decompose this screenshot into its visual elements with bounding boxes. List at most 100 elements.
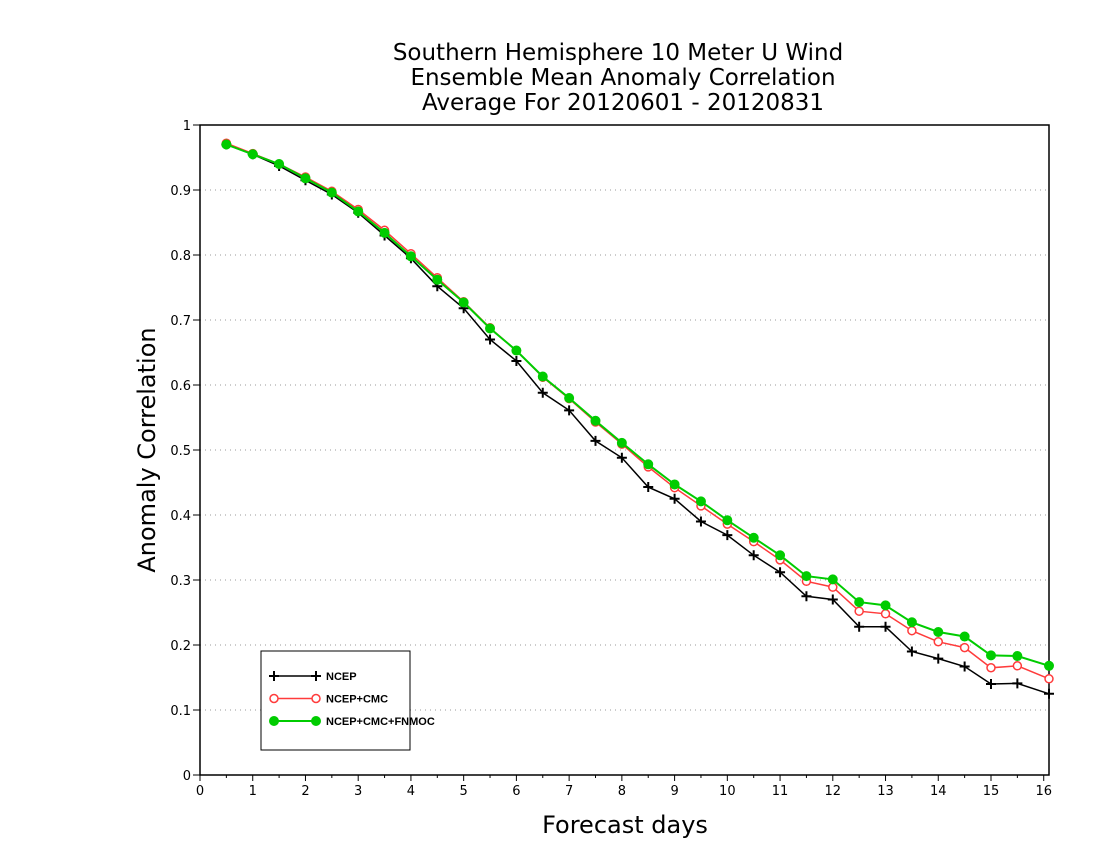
data-point-ncep [616,452,627,463]
x-tick-label: 6 [512,784,520,799]
x-tick-label: 10 [719,784,736,799]
data-point-ncep-cmc-fnmoc [801,571,812,582]
data-point-ncep-cmc-fnmoc [906,617,917,628]
x-tick-label: 9 [670,784,678,799]
data-point-ncep-cmc-fnmoc [695,496,706,507]
data-point-ncep-cmc [959,642,970,653]
data-point-ncep-cmc-fnmoc [300,173,311,184]
legend-marker-ncep-cmc-fnmoc [269,716,279,726]
data-point-ncep-cmc-fnmoc [854,597,865,608]
data-point-ncep [985,679,996,689]
data-point-ncep [485,334,496,345]
title-line-3: Average For 20120601 - 20120831 [422,90,824,116]
data-point-ncep-cmc-fnmoc [933,627,944,637]
series-line-ncep [226,143,1050,695]
data-point-ncep-cmc-fnmoc [748,532,759,543]
data-point-ncep [959,661,970,672]
legend-label-ncep: NCEP [326,671,357,683]
data-point-ncep-cmc-fnmoc [775,550,786,561]
legend-marker-ncep-cmc [269,693,279,704]
data-point-ncep [590,435,601,446]
data-point-ncep [643,482,654,493]
series-ncep [221,139,1054,699]
data-point-ncep-cmc-fnmoc [247,149,258,160]
data-point-ncep [748,550,759,561]
data-point-ncep [695,516,706,527]
data-point-ncep-cmc-fnmoc [669,479,680,490]
x-tick-label: 12 [825,784,842,799]
data-point-ncep [669,493,680,504]
data-point-ncep-cmc [1012,661,1023,671]
data-point-ncep-cmc-fnmoc [458,297,469,308]
data-point-ncep [880,621,891,632]
x-tick-label: 4 [407,784,415,799]
data-point-ncep-cmc-fnmoc [326,187,337,198]
legend-label-ncep-cmc-fnmoc: NCEP+CMC+FNMOC [326,716,435,728]
data-point-ncep-cmc [854,606,864,616]
title-line-1: Southern Hemisphere 10 Meter U Wind [393,40,843,66]
data-point-ncep [906,646,917,657]
y-tick-label: 0.6 [170,379,191,394]
data-point-ncep-cmc-fnmoc [221,139,232,150]
data-point-ncep [722,530,733,541]
legend-marker-ncep-cmc-fnmoc [311,716,321,726]
x-tick-label: 0 [196,784,204,799]
x-tick-label: 14 [930,784,947,799]
x-tick-label: 15 [983,784,1000,799]
axis-ticks: 00.10.20.30.40.50.60.70.80.910 1 2 3 4 5 6 7 8 9 1… [170,119,1052,799]
x-tick-label: 11 [772,784,789,799]
x-tick-label: 3 [354,784,362,799]
x-tick-label: 7 [565,784,573,799]
legend-marker-ncep [311,671,321,681]
y-tick-label: 0 [183,769,191,784]
data-point-ncep-cmc-fnmoc [353,206,364,217]
data-point-ncep-cmc-fnmoc [1044,660,1054,671]
data-point-ncep [854,621,865,632]
data-point-ncep-cmc [880,609,891,619]
data-point-ncep-cmc-fnmoc [511,345,522,356]
data-point-ncep-cmc-fnmoc [880,600,891,611]
y-tick-label: 0.5 [170,444,191,459]
data-point-ncep-cmc-fnmoc [485,323,496,334]
y-tick-label: 0.3 [170,574,191,589]
y-tick-label: 0.4 [170,509,191,524]
legend-marker-ncep-cmc [311,693,321,704]
series-layer [221,138,1054,699]
y-tick-label: 0.8 [170,249,191,264]
data-point-ncep-cmc-fnmoc [1012,651,1023,662]
legend-label-ncep-cmc: NCEP+CMC [326,694,388,706]
x-tick-label: 8 [618,784,626,799]
legend: NCEP NCEP+CMC NCEP+CMC+FNMOC [260,650,435,751]
x-tick-label: 16 [1035,784,1052,799]
chart-title: Southern Hemisphere 10 Meter U Wind Ense… [393,40,843,116]
data-point-ncep-cmc-fnmoc [405,251,416,262]
data-point-ncep-cmc-fnmoc [590,415,601,426]
data-point-ncep [537,387,548,398]
y-tick-label: 0.7 [170,314,191,329]
x-axis-title: Forecast days [542,811,708,839]
data-point-ncep-cmc-fnmoc [274,159,285,169]
y-tick-label: 1 [183,119,191,134]
y-axis-title: Anomaly Correlation [133,327,161,572]
data-point-ncep-cmc [828,582,838,592]
x-tick-label: 5 [460,784,468,799]
series-ncep-cmc-fnmoc [221,139,1054,671]
data-point-ncep [511,355,522,366]
data-point-ncep-cmc-fnmoc [616,437,627,448]
y-tick-label: 0.1 [170,704,191,719]
data-point-ncep-cmc [1044,674,1054,684]
title-line-2: Ensemble Mean Anomaly Correlation [410,65,835,91]
data-point-ncep [1012,678,1023,689]
data-point-ncep [801,591,812,602]
data-point-ncep-cmc-fnmoc [985,650,996,661]
legend-box [260,650,411,751]
series-ncep-cmc [221,138,1054,684]
data-point-ncep [827,594,838,605]
data-point-ncep-cmc [933,637,944,647]
legend-marker-ncep [269,671,279,681]
series-line-ncep-cmc-fnmoc [226,143,1050,667]
data-point-ncep [775,567,786,578]
x-tick-label: 1 [249,784,257,799]
data-point-ncep-cmc-fnmoc [959,631,970,642]
